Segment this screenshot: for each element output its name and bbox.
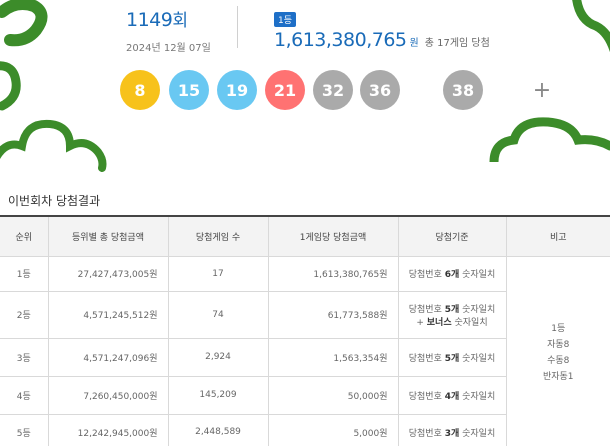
per-game-amount-cell: 1,613,380,765원 — [267, 256, 398, 292]
total-amount-cell: 4,571,247,096원 — [47, 338, 168, 377]
game-count-cell: 2,924 — [167, 338, 268, 377]
per-game-amount-cell: 61,773,588원 — [267, 291, 398, 339]
lotto-ball: 21 — [265, 70, 305, 110]
note-cell: 1등 자동8 수동8 반자동1 — [505, 256, 610, 446]
criteria-cell: 당첨번호 4개 숫자일치 — [397, 376, 506, 415]
column-header: 당첨기준 — [397, 215, 506, 257]
game-count-cell: 17 — [167, 256, 268, 292]
criteria-cell: 당첨번호 5개 숫자일치 — [397, 338, 506, 377]
game-count-cell: 74 — [167, 291, 268, 339]
per-game-amount-cell: 5,000원 — [267, 414, 398, 446]
decor-cloud-top-left — [0, 0, 48, 47]
criteria-cell: 당첨번호 5개 숫자일치 + 보너스 숫자일치 — [397, 291, 506, 339]
column-header: 비고 — [505, 215, 610, 257]
first-prize-amount: 1,613,380,765 — [274, 29, 407, 51]
column-header: 순위 — [0, 215, 48, 257]
table-row: 1등 27,427,473,005원 17 1,613,380,765원 당첨번… — [0, 256, 610, 446]
total-amount-cell: 7,260,450,000원 — [47, 376, 168, 415]
rank-cell: 1등 — [0, 256, 48, 292]
rank-cell: 3등 — [0, 338, 48, 377]
section-title: 이번회차 당첨결과 — [8, 194, 101, 208]
column-header: 1게임당 당첨금액 — [267, 215, 398, 257]
rank-cell: 2등 — [0, 291, 48, 339]
rank-cell: 5등 — [0, 414, 48, 446]
currency-unit: 원 — [409, 38, 419, 49]
rank-badge: 1등 — [274, 12, 297, 27]
decor-cloud-bottom-right — [489, 117, 610, 162]
decor-cloud-top-right — [572, 0, 610, 53]
lotto-ball: 32 — [313, 70, 353, 110]
total-amount-cell: 12,242,945,000원 — [47, 414, 168, 446]
table-row: 5등 12,242,945,000원 2,448,589 5,000원 당첨번호… — [0, 414, 610, 446]
table-row: 3등 4,571,247,096원 2,924 1,563,354원 당첨번호 … — [0, 338, 610, 377]
decor-cloud-bottom-left — [0, 119, 107, 172]
lotto-ball: 19 — [217, 70, 257, 110]
decor-cloud-left — [0, 61, 21, 111]
results-table: 순위 등위별 총 당첨금액 당첨게임 수 1게임당 당첨금액 당첨기준 비고 1… — [0, 215, 610, 446]
game-count-cell: 145,209 — [167, 376, 268, 415]
table-row: 2등 4,571,245,512원 74 61,773,588원 당첨번호 5개… — [0, 291, 610, 339]
rank-cell: 4등 — [0, 376, 48, 415]
criteria-cell: 당첨번호 6개 숫자일치 — [397, 256, 506, 292]
round-number: 1149회 — [126, 9, 188, 31]
bonus-ball: 38 — [443, 70, 483, 110]
criteria-cell: 당첨번호 3개 숫자일치 — [397, 414, 506, 446]
winner-count: 총 17게임 당첨 — [424, 38, 490, 49]
plus-sign: + — [532, 77, 552, 103]
total-amount-cell: 27,427,473,005원 — [47, 256, 168, 292]
lotto-ball: 15 — [169, 70, 209, 110]
column-header: 당첨게임 수 — [167, 215, 268, 257]
per-game-amount-cell: 50,000원 — [267, 376, 398, 415]
round-info: 1149회 2024년 12월 07일 — [126, 6, 211, 54]
total-amount-cell: 4,571,245,512원 — [47, 291, 168, 339]
lotto-ball: 8 — [120, 70, 160, 110]
column-header: 등위별 총 당첨금액 — [47, 215, 168, 257]
first-prize-info: 1등 1,613,380,765 원 총 17게임 당첨 — [274, 8, 490, 51]
header-divider — [237, 6, 238, 48]
game-count-cell: 2,448,589 — [167, 414, 268, 446]
table-row: 4등 7,260,450,000원 145,209 50,000원 당첨번호 4… — [0, 376, 610, 415]
lotto-ball: 36 — [360, 70, 400, 110]
per-game-amount-cell: 1,563,354원 — [267, 338, 398, 377]
table-header-row: 순위 등위별 총 당첨금액 당첨게임 수 1게임당 당첨금액 당첨기준 비고 — [0, 215, 610, 257]
draw-date: 2024년 12월 07일 — [126, 43, 211, 54]
